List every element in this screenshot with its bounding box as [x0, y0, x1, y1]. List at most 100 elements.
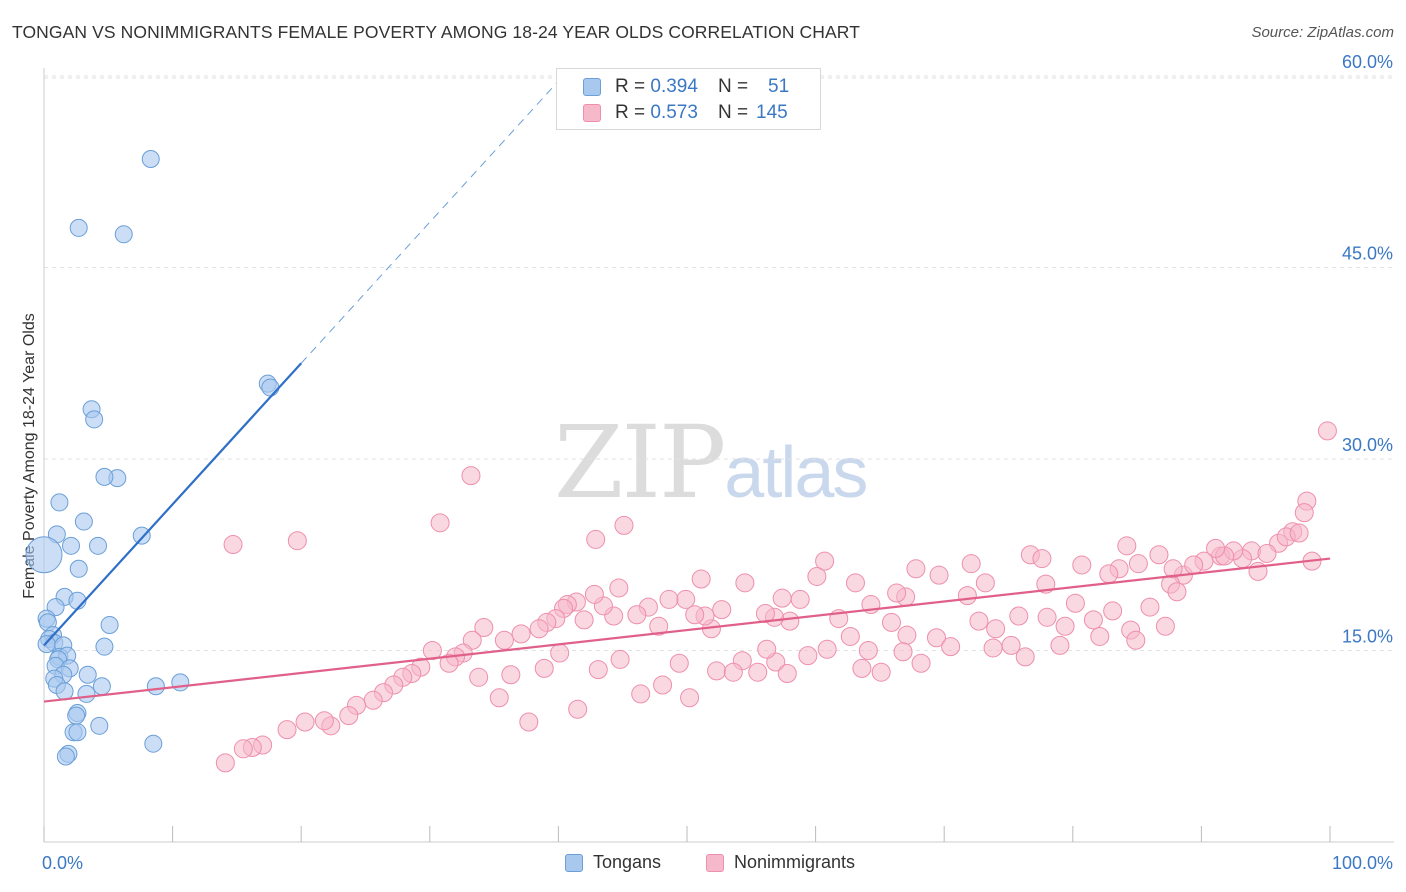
- nonimmigrants-point: [1126, 630, 1146, 650]
- legend-row-tongans: R = 0.394 N = 51: [583, 76, 789, 98]
- nonimmigrants-point: [430, 513, 450, 533]
- nonimmigrants-point: [691, 569, 711, 589]
- nonimmigrants-point: [534, 658, 554, 678]
- nonimmigrants-point: [1055, 616, 1075, 636]
- legend-n-label: N =: [717, 76, 749, 97]
- legend-r-value: 0.573: [650, 102, 698, 123]
- nonimmigrants-point: [1140, 597, 1160, 617]
- nonimmigrants-trend-line: [43, 557, 1331, 703]
- nonimmigrants-point: [1099, 564, 1119, 584]
- nonimmigrants-point: [501, 665, 521, 685]
- x-tick-label: 100.0%: [1332, 853, 1393, 873]
- tongans-point: [69, 559, 88, 578]
- nonimmigrants-point: [363, 690, 383, 710]
- nonimmigrants-point: [986, 619, 1006, 639]
- axes: [43, 68, 1394, 843]
- nonimmigrants-point: [529, 619, 549, 639]
- legend-r-label: R =: [615, 76, 646, 97]
- tongans-point: [141, 149, 160, 168]
- nonimmigrants-point: [852, 658, 872, 678]
- nonimmigrants-point: [1149, 545, 1169, 565]
- nonimmigrants-point: [975, 573, 995, 593]
- nonimmigrants-point: [568, 699, 588, 719]
- tongans-point: [89, 536, 108, 555]
- nonimmigrants-point: [817, 639, 837, 659]
- nonimmigrants-swatch: [583, 104, 601, 122]
- bottom-legend-nonimmigrants: Nonimmigrants: [706, 852, 855, 873]
- nonimmigrants-point: [610, 649, 630, 669]
- nonimmigrants-point: [707, 661, 727, 681]
- tongans-point: [85, 410, 104, 429]
- nonimmigrants-point: [1090, 626, 1110, 646]
- tongans-trend-extension: [300, 80, 559, 364]
- tongans-point: [69, 218, 88, 237]
- nonimmigrants-legend-swatch: [706, 853, 724, 872]
- legend-r-value: 0.394: [650, 76, 698, 97]
- nonimmigrants-point: [1083, 610, 1103, 630]
- nonimmigrants-points: [215, 421, 1337, 773]
- tick-labels: 15.0% 30.0% 45.0% 60.0% 0.0% 100.0%: [42, 52, 1393, 873]
- nonimmigrants-point: [627, 605, 647, 625]
- nonimmigrants-point: [1009, 606, 1029, 626]
- nonimmigrants-point: [772, 588, 792, 608]
- nonimmigrants-point: [790, 589, 810, 609]
- nonimmigrants-point: [858, 641, 878, 660]
- tongans-point: [95, 467, 114, 486]
- nonimmigrants-point: [1072, 555, 1092, 575]
- nonimmigrants-point: [1206, 538, 1226, 558]
- nonimmigrants-point: [439, 653, 459, 673]
- tongans-point: [78, 665, 97, 684]
- nonimmigrants-point: [422, 641, 442, 660]
- nonimmigrants-point: [489, 688, 509, 708]
- nonimmigrants-point: [550, 643, 570, 663]
- watermark-zip: ZIP: [554, 404, 726, 521]
- nonimmigrants-point: [287, 531, 307, 551]
- nonimmigrants-point: [748, 662, 768, 682]
- nonimmigrants-point: [614, 515, 634, 535]
- tongans-point: [25, 536, 63, 574]
- tongans-point: [146, 677, 165, 696]
- nonimmigrants-point: [461, 466, 481, 486]
- tongans-point: [261, 378, 280, 397]
- watermark-atlas: atlas: [724, 433, 868, 513]
- nonimmigrants-point: [1184, 555, 1204, 575]
- nonimmigrants-point: [845, 573, 865, 593]
- nonimmigrants-point: [685, 605, 705, 625]
- nonimmigrants-point: [653, 675, 673, 695]
- nonimmigrants-point: [961, 554, 981, 574]
- nonimmigrants-point: [669, 653, 689, 673]
- legend-n-label: N =: [717, 102, 749, 123]
- tongans-point: [171, 673, 190, 692]
- nonimmigrants-point: [469, 667, 489, 687]
- nonimmigrants-point: [957, 586, 977, 606]
- nonimmigrants-point: [584, 584, 604, 604]
- nonimmigrants-point: [941, 637, 961, 657]
- nonimmigrants-point: [1155, 616, 1175, 636]
- nonimmigrants-point: [339, 706, 359, 726]
- tongans-swatch: [583, 78, 601, 96]
- y-tick-label: 45.0%: [1342, 244, 1393, 264]
- nonimmigrants-point: [871, 662, 891, 682]
- nonimmigrants-point: [840, 626, 860, 646]
- tongans-point: [55, 682, 74, 701]
- tongans-point: [100, 615, 119, 634]
- tongans-legend-label: Tongans: [593, 852, 662, 872]
- nonimmigrants-point: [906, 559, 926, 579]
- y-tick-label: 15.0%: [1342, 627, 1393, 647]
- tongans-trend-line: [43, 362, 303, 647]
- y-tick-label: 30.0%: [1342, 435, 1393, 455]
- nonimmigrants-point: [1289, 523, 1309, 543]
- nonimmigrants-point: [1015, 647, 1035, 667]
- tongans-point: [92, 677, 111, 696]
- nonimmigrants-point: [757, 639, 777, 659]
- nonimmigrants-point: [1032, 549, 1052, 569]
- nonimmigrants-point: [1050, 635, 1070, 655]
- nonimmigrants-point: [1317, 421, 1337, 441]
- nonimmigrants-point: [519, 712, 539, 732]
- nonimmigrants-point: [233, 739, 253, 759]
- nonimmigrants-point: [1001, 635, 1021, 655]
- nonimmigrants-point: [887, 583, 907, 603]
- nonimmigrants-point: [1128, 554, 1148, 574]
- chart-title: TONGAN VS NONIMMIGRANTS FEMALE POVERTY A…: [12, 22, 860, 42]
